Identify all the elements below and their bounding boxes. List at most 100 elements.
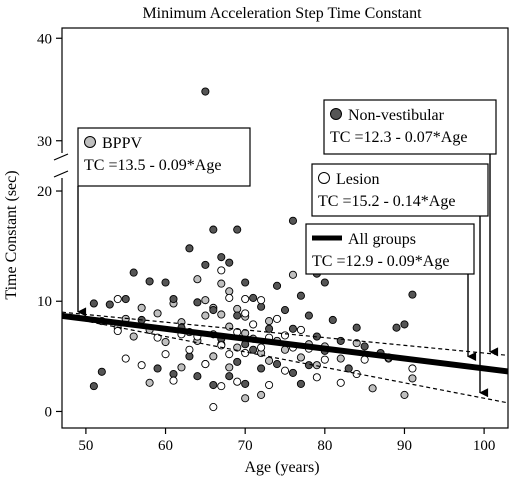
annotation-symbol-lesion — [318, 172, 330, 184]
data-point-non-vestibular — [233, 311, 242, 320]
data-point-lesion — [265, 380, 274, 390]
data-point-bppv — [129, 332, 138, 341]
data-point-lesion — [209, 403, 218, 412]
annotation-label-nonvest: Non-vestibular — [348, 107, 445, 124]
data-point-non-vestibular — [201, 87, 210, 96]
data-point-bppv — [265, 317, 274, 326]
annotation-label-all: All groups — [348, 231, 416, 248]
data-point-lesion — [360, 355, 369, 364]
data-point-bppv — [233, 304, 242, 314]
data-point-lesion — [225, 293, 234, 302]
data-point-lesion — [408, 364, 417, 373]
data-point-lesion — [113, 326, 122, 336]
plot-area: 50 60 70 80 90 100 0 10 20 30 40 BPPV TC =13.5 - 0.0… — [37, 27, 509, 454]
data-point-non-vestibular — [400, 320, 409, 329]
data-point-non-vestibular — [97, 367, 106, 376]
data-point-lesion — [296, 325, 305, 334]
data-point-non-vestibular — [392, 323, 401, 332]
annotation-label-lesion: Lesion — [336, 171, 380, 188]
data-point-bppv — [241, 394, 250, 403]
data-point-lesion — [257, 343, 266, 352]
fit-line-all-groups — [61, 312, 509, 375]
x-tick-label: 100 — [473, 438, 496, 454]
data-point-non-vestibular — [185, 244, 194, 253]
data-point-bppv — [296, 353, 305, 362]
data-point-bppv — [161, 337, 170, 347]
data-point-bppv — [225, 363, 234, 372]
annotation-box-all — [305, 223, 475, 275]
data-point-lesion — [217, 266, 226, 275]
data-point-bppv — [201, 296, 210, 305]
data-point-bppv — [137, 303, 146, 312]
data-point-lesion — [217, 382, 226, 391]
data-point-lesion — [320, 355, 329, 364]
y-tick-label: 40 — [37, 31, 52, 47]
data-point-lesion — [113, 294, 122, 304]
data-point-bppv — [217, 310, 226, 319]
x-tick-label: 70 — [238, 438, 253, 454]
data-point-bppv — [217, 279, 226, 288]
data-point-non-vestibular — [352, 323, 361, 332]
annotation-equation-nonvest: TC =12.3 - 0.07*Age — [330, 129, 467, 146]
data-point-bppv — [336, 354, 345, 363]
axis-break-mark-lower — [53, 170, 69, 178]
annotation-label-bppv: BPPV — [102, 135, 142, 152]
data-point-non-vestibular — [233, 357, 242, 366]
chart-title: Minimum Acceleration Step Time Constant — [142, 5, 422, 22]
data-point-non-vestibular — [288, 368, 298, 377]
data-point-non-vestibular — [296, 291, 305, 300]
plot-frame — [61, 27, 509, 429]
data-point-non-vestibular — [209, 306, 218, 315]
data-point-bppv — [193, 275, 202, 284]
data-point-non-vestibular — [209, 380, 218, 390]
data-point-non-vestibular — [193, 372, 202, 381]
data-point-non-vestibular — [89, 299, 98, 308]
data-point-non-vestibular — [288, 216, 298, 225]
x-tick-label: 80 — [317, 438, 332, 454]
data-point-non-vestibular — [129, 268, 138, 277]
data-point-non-vestibular — [360, 342, 369, 351]
data-point-lesion — [201, 360, 210, 369]
data-point-bppv — [233, 343, 242, 352]
data-point-lesion — [272, 314, 282, 323]
data-point-bppv — [280, 345, 290, 354]
data-point-non-vestibular — [121, 294, 130, 304]
data-point-non-vestibular — [241, 379, 250, 388]
data-point-lesion — [280, 331, 290, 340]
data-point-bppv — [265, 356, 274, 365]
data-point-lesion — [241, 294, 250, 304]
data-point-non-vestibular — [280, 306, 290, 315]
data-point-lesion — [169, 376, 178, 385]
data-point-non-vestibular — [225, 258, 234, 267]
annotation-symbol-nonvest — [330, 108, 342, 120]
data-point-non-vestibular — [249, 293, 258, 302]
y-axis-label: Time Constant (sec) — [3, 170, 20, 299]
data-point-lesion — [280, 366, 290, 375]
data-point-non-vestibular — [185, 352, 194, 361]
data-point-bppv — [145, 378, 154, 387]
data-point-non-vestibular — [257, 302, 266, 311]
data-point-lesion — [241, 309, 250, 318]
data-point-non-vestibular — [105, 300, 114, 309]
data-point-lesion — [249, 320, 258, 329]
data-point-bppv — [201, 311, 210, 320]
data-point-bppv — [400, 390, 409, 399]
data-point-lesion — [233, 377, 242, 386]
data-point-non-vestibular — [145, 277, 154, 286]
data-point-bppv — [288, 270, 298, 279]
data-point-bppv — [408, 374, 417, 383]
data-point-non-vestibular — [296, 379, 305, 388]
data-point-non-vestibular — [408, 290, 417, 299]
annotation-box-nonvest — [323, 99, 497, 155]
data-point-non-vestibular — [336, 336, 345, 345]
y-tick-label: 10 — [37, 294, 52, 310]
annotation-symbol-bppv — [84, 136, 96, 148]
y-tick-label: 30 — [37, 134, 52, 150]
annotation-equation-bppv: TC =13.5 - 0.09*Age — [84, 157, 221, 174]
annotation-equation-all: TC =12.9 - 0.09*Age — [312, 253, 449, 270]
data-point-non-vestibular — [272, 281, 282, 290]
y-tick-label: 20 — [37, 184, 52, 200]
data-point-non-vestibular — [233, 225, 242, 234]
